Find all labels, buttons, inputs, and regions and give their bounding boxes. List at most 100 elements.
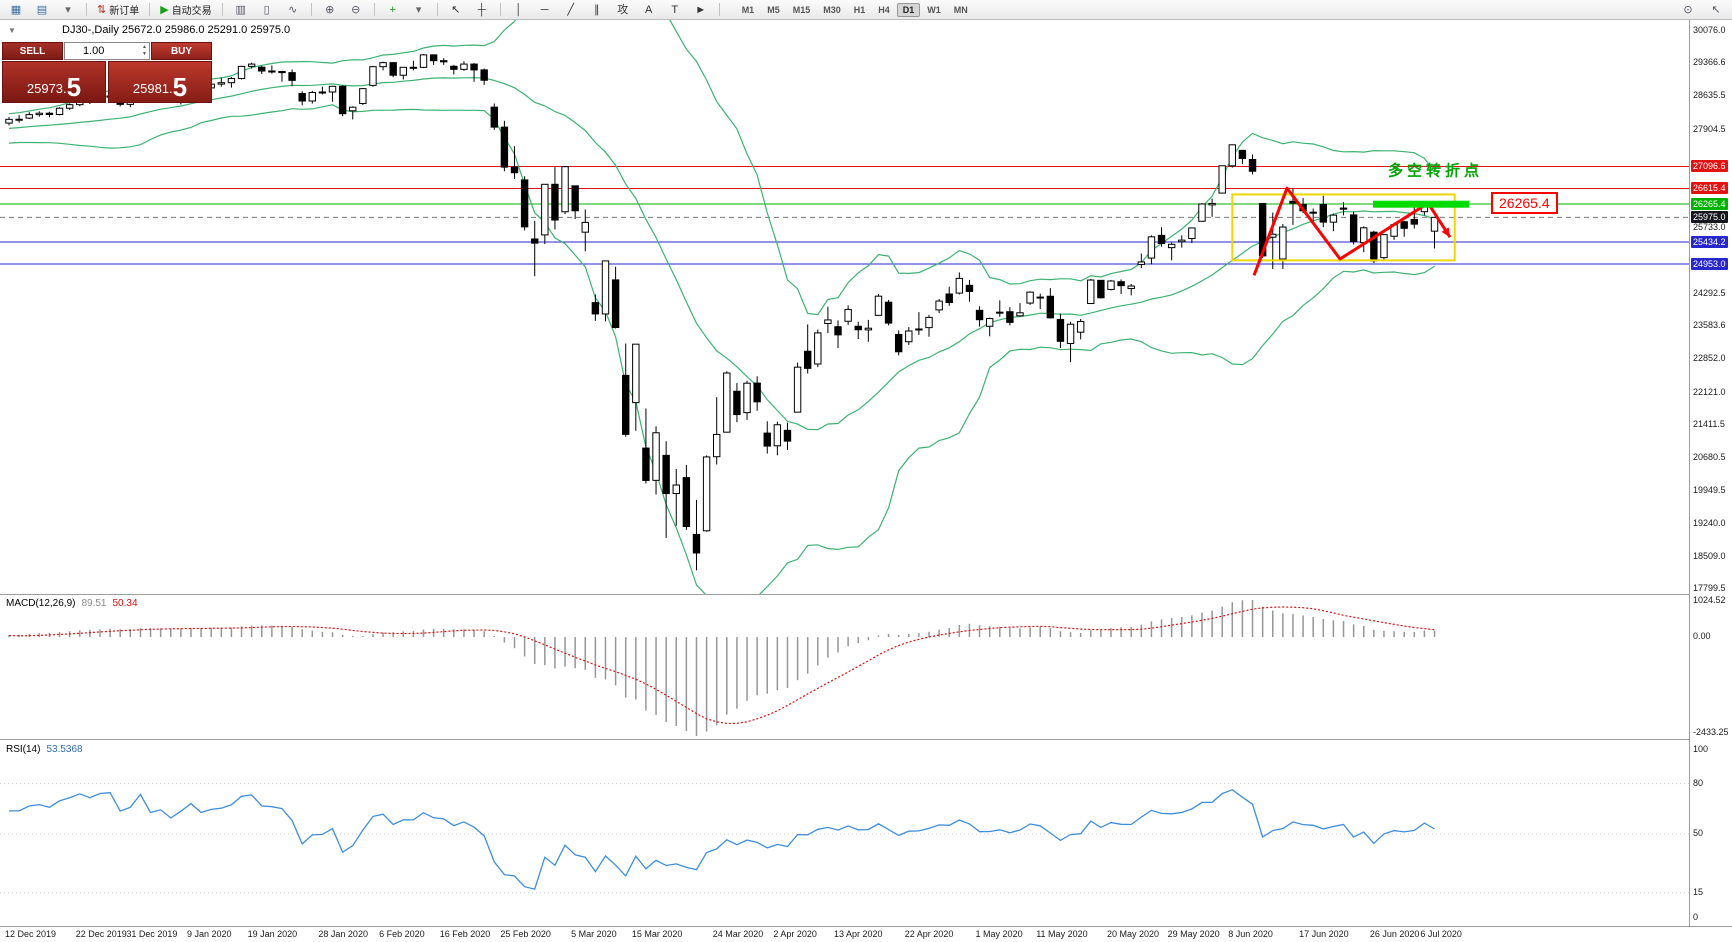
sell-price-box[interactable]: 25973. 5	[2, 61, 106, 103]
buy-price-box[interactable]: 25981. 5	[108, 61, 212, 103]
panel-collapse-icon[interactable]: ▼	[8, 26, 16, 35]
timeframe-m1[interactable]: M1	[741, 4, 755, 15]
toolbar-separator	[86, 3, 87, 16]
autotrading-icon: ▶	[160, 3, 169, 16]
indicators-dropdown-button[interactable]: ▾	[407, 1, 431, 19]
date-label: 6 Jul 2020	[1420, 929, 1462, 939]
new-order-button[interactable]: ⇅ 新订单	[93, 1, 143, 19]
zoom-in-icon: ⊕	[325, 3, 335, 16]
autotrading-button[interactable]: ▶ 自动交易	[156, 1, 215, 19]
new-order-icon: ⇅	[97, 3, 107, 16]
trendline-tool-icon: ╱	[567, 3, 574, 16]
axis-label: 29366.6	[1693, 57, 1726, 68]
zoom-in-button[interactable]: ⊕	[318, 1, 342, 19]
stepper-down-icon[interactable]: ▼	[142, 51, 147, 57]
date-label: 13 Apr 2020	[834, 929, 883, 939]
axis-label: 17799.5	[1693, 583, 1726, 593]
rsi-name: RSI(14)	[6, 744, 41, 755]
vertical-line-tool-icon: │	[515, 3, 523, 16]
profiles-dropdown-button[interactable]: ▾	[56, 1, 80, 19]
axis-label: -2433.25	[1693, 727, 1729, 737]
add-indicator-button[interactable]: +	[381, 1, 405, 19]
horizontal-line-tool-button[interactable]: ─	[533, 1, 557, 19]
fibonacci-tool-icon: 攻	[617, 3, 629, 16]
timeframe-d1[interactable]: D1	[896, 2, 921, 17]
bollinger-upper-band	[8, 20, 1435, 316]
timeframe-w1[interactable]: W1	[927, 4, 941, 15]
stepper-up-icon[interactable]: ▲	[142, 44, 147, 50]
date-label: 11 May 2020	[1036, 929, 1088, 939]
axis-label: 21411.5	[1693, 418, 1725, 429]
rsi-layer	[0, 783, 1689, 894]
date-label: 24 Mar 2020	[712, 929, 764, 939]
axis-label: 0.00	[1693, 631, 1711, 642]
date-label: 31 Dec 2019	[126, 929, 178, 939]
date-label: 25 Feb 2020	[500, 929, 551, 939]
text-label-tool-button[interactable]: T	[663, 1, 687, 19]
line-chart-mode-button[interactable]: ∿	[281, 1, 305, 19]
one-click-trading-panel: SELL 1.00 ▲ ▼ BUY 25973. 5 25981. 5	[2, 42, 212, 103]
arrow-tool-button[interactable]: ►	[689, 1, 713, 19]
chart-canvas[interactable]: 多空转折点	[0, 20, 1689, 926]
arrow-tool-icon: ►	[695, 3, 707, 16]
red-zigzag-arrow[interactable]	[1252, 186, 1452, 276]
buy-button[interactable]: BUY	[151, 42, 212, 60]
zoom-out-button[interactable]: ⊖	[344, 1, 368, 19]
price-axis[interactable]: 30076.0 29366.6 28635.5 27904.5 25733.0 24292…	[1689, 20, 1732, 926]
date-label: 1 May 2020	[975, 929, 1023, 939]
crosshair-tool-button[interactable]: ┼	[470, 1, 494, 19]
time-axis[interactable]: 12 Dec 2019 22 Dec 2019 31 Dec 2019 9 Jan 2…	[0, 926, 1732, 942]
axis-label: 18509.0	[1693, 550, 1726, 561]
vertical-line-tool-button[interactable]: │	[507, 1, 531, 19]
timeframe-h4[interactable]: H4	[878, 4, 890, 15]
trendline-tool-button[interactable]: ╱	[559, 1, 583, 19]
yellow-range-box[interactable]	[1231, 193, 1456, 262]
timeframe-m5[interactable]: M5	[767, 4, 780, 15]
green-support-segment[interactable]	[1373, 200, 1469, 208]
turning-point-note[interactable]: 多空转折点	[1388, 161, 1483, 179]
pointer-mode-button[interactable]: ↖	[1704, 1, 1728, 19]
timeframe-h1[interactable]: H1	[853, 4, 866, 15]
chart-title-ohlc: DJ30-,Daily 25672.0 25986.0 25291.0 2597…	[62, 24, 291, 36]
axis-label: 19949.5	[1693, 485, 1726, 496]
price-tag: 26615.4	[1691, 182, 1728, 195]
price-tag: 27096.6	[1691, 160, 1728, 173]
rsi-value: 53.5368	[46, 744, 83, 755]
chart-profiles-button[interactable]: ▤	[30, 1, 54, 19]
sell-button[interactable]: SELL	[2, 42, 63, 60]
rsi-line	[8, 788, 1435, 890]
channel-tool-button[interactable]: ∥	[585, 1, 609, 19]
timeframe-mn[interactable]: MN	[953, 4, 968, 15]
main-chart-layer: 多空转折点	[0, 20, 1689, 594]
axis-label: 0	[1693, 912, 1699, 922]
chart-profiles-icon: ▤	[36, 3, 48, 16]
date-label: 17 Jun 2020	[1299, 929, 1349, 939]
volume-value: 1.00	[83, 45, 105, 57]
fibonacci-tool-button[interactable]: 攻	[611, 1, 635, 19]
cursor-tool-button[interactable]: ↖	[444, 1, 468, 19]
rsi-indicator-label: RSI(14) 53.5368	[6, 744, 83, 755]
volume-input[interactable]: 1.00 ▲ ▼	[64, 42, 150, 60]
new-chart-button[interactable]: ▦	[4, 1, 28, 19]
macd-layer	[8, 600, 1436, 736]
timeframe-m15[interactable]: M15	[792, 4, 811, 15]
symbol-search-button[interactable]: ⊙	[1676, 1, 1700, 19]
axis-label: 28635.5	[1693, 90, 1726, 101]
candlestick-mode-button[interactable]: ▯	[255, 1, 279, 19]
text-tool-button[interactable]: A	[637, 1, 661, 19]
line-chart-mode-icon: ∿	[288, 3, 298, 16]
axis-label: 100	[1693, 744, 1709, 754]
date-label: 22 Dec 2019	[75, 929, 127, 939]
cursor-tool-icon: ↖	[451, 3, 461, 16]
date-label: 16 Feb 2020	[439, 929, 491, 939]
price-callout-box[interactable]: 26265.4	[1491, 192, 1558, 215]
toolbar-separator	[718, 3, 720, 16]
volume-stepper[interactable]: ▲ ▼	[142, 44, 147, 58]
bollinger-lower-band	[8, 104, 1435, 594]
timeframe-m30[interactable]: M30	[823, 4, 841, 15]
axis-label: 30076.0	[1693, 25, 1726, 35]
autotrading-label: 自动交易	[171, 6, 212, 17]
bar-chart-mode-icon: ▥	[235, 3, 246, 16]
bar-chart-mode-button[interactable]: ▥	[229, 1, 253, 19]
axis-label: 22852.0	[1693, 353, 1726, 364]
